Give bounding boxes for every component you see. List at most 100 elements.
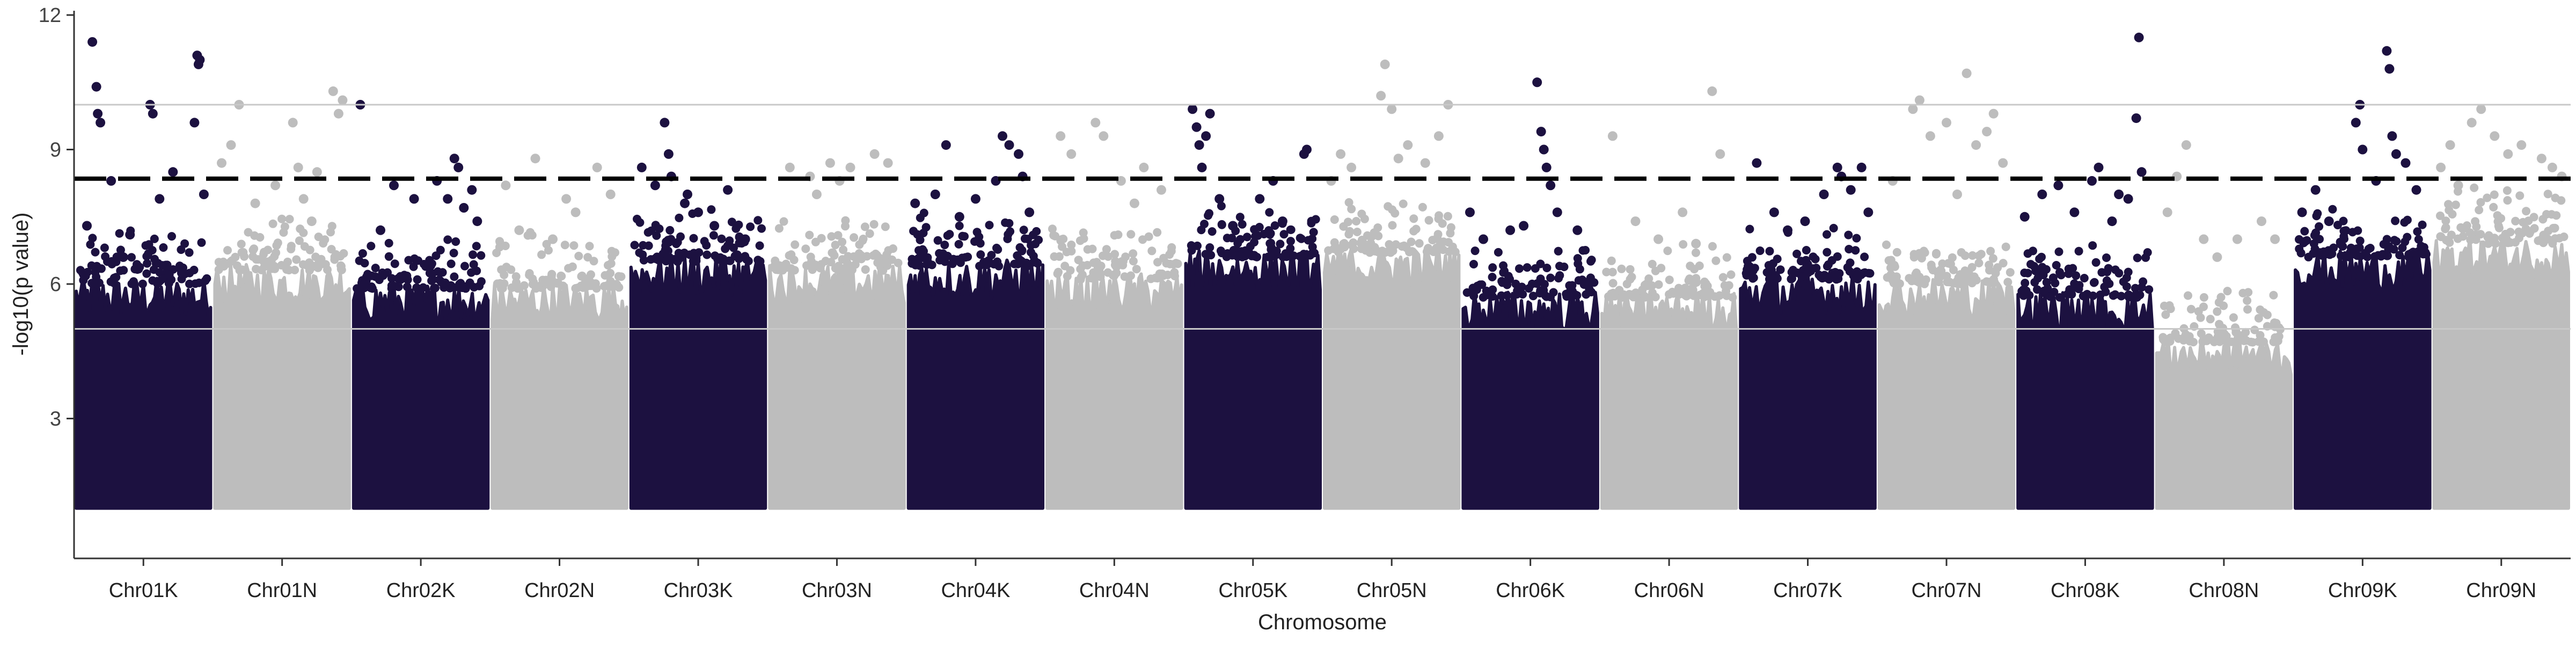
snp-point-Chr07N	[1982, 277, 1991, 286]
snp-point-Chr06K	[1473, 281, 1482, 290]
snp-point-Chr08N	[2216, 293, 2226, 302]
snp-point-Chr05K	[1187, 241, 1196, 250]
snp-point-Chr09K	[2337, 251, 2346, 260]
snp-point-Chr05K	[1260, 230, 1269, 238]
snp-point-Chr06N	[1648, 259, 1657, 268]
top-snp-point-Chr04K	[910, 198, 920, 208]
snp-point-Chr07N	[1931, 250, 1941, 259]
snp-point-Chr02K	[443, 235, 452, 244]
snp-point-Chr05N	[1433, 230, 1443, 239]
snp-point-Chr09N	[2494, 223, 2504, 232]
snp-point-Chr07K	[1755, 246, 1765, 255]
snp-point-Chr01N	[248, 252, 258, 261]
snp-point-Chr09K	[2382, 235, 2391, 244]
snp-point-Chr08N	[2199, 302, 2208, 311]
snp-point-Chr03N	[830, 251, 839, 260]
snp-point-Chr03K	[753, 216, 763, 225]
snp-point-Chr03N	[839, 245, 848, 255]
top-snp-point-Chr07N	[1908, 104, 1918, 114]
snp-point-Chr09K	[2403, 232, 2412, 242]
snp-point-Chr05N	[1418, 202, 1427, 212]
snp-point-Chr01K	[87, 279, 97, 288]
snp-point-Chr07N	[1988, 254, 1997, 263]
x-tick-label-Chr03N: Chr03N	[802, 579, 872, 602]
snp-point-Chr09K	[2364, 244, 2373, 253]
snp-point-Chr03K	[665, 255, 675, 264]
data-points-layer	[76, 32, 2568, 347]
top-snp-point-Chr09N	[2547, 162, 2557, 172]
snp-point-Chr05K	[1216, 246, 1225, 256]
top-snp-point-Chr07K	[1856, 162, 1867, 172]
y-tick-label: 6	[50, 273, 61, 296]
snp-point-Chr04K	[1030, 256, 1039, 265]
snp-point-Chr02K	[460, 261, 469, 271]
snp-point-Chr08K	[2064, 269, 2073, 278]
snp-point-Chr05K	[1311, 215, 1320, 224]
snp-point-Chr07N	[1974, 258, 1984, 267]
snp-point-Chr03N	[774, 224, 784, 233]
snp-point-Chr03N	[802, 261, 811, 270]
top-snp-point-Chr06N	[1653, 234, 1664, 244]
snp-point-Chr09N	[2549, 223, 2558, 232]
snp-point-Chr08K	[2046, 292, 2055, 301]
snp-point-Chr07N	[1943, 278, 1952, 287]
snp-point-Chr01K	[130, 265, 140, 274]
snp-point-Chr04N	[1067, 241, 1076, 249]
reference-lines-layer	[74, 104, 2571, 330]
snp-point-Chr04K	[1001, 218, 1010, 227]
snp-point-Chr03K	[744, 257, 753, 266]
snp-point-Chr04N	[1144, 232, 1153, 241]
snp-point-Chr09N	[2503, 196, 2512, 205]
top-snp-point-Chr09N	[2436, 162, 2446, 172]
snp-point-Chr02N	[574, 251, 583, 260]
snp-point-Chr01N	[339, 249, 348, 258]
top-snp-point-Chr04N	[1056, 131, 1066, 141]
snp-point-Chr05K	[1304, 236, 1313, 245]
snp-point-Chr09K	[2384, 245, 2393, 254]
snp-point-Chr06K	[1488, 285, 1497, 294]
top-snp-point-Chr07K	[1832, 162, 1842, 172]
snp-point-Chr03N	[831, 241, 840, 250]
snp-point-Chr08K	[2070, 279, 2079, 288]
top-snp-point-Chr08K	[2019, 212, 2030, 222]
snp-point-Chr02K	[431, 251, 441, 260]
snp-point-Chr07K	[1852, 234, 1861, 243]
snp-point-Chr09N	[2542, 210, 2551, 219]
top-snp-point-Chr05N	[1393, 154, 1403, 164]
snp-point-Chr04N	[1083, 245, 1092, 254]
top-snp-point-Chr05N	[1346, 162, 1357, 172]
top-snp-point-Chr05K	[1194, 140, 1204, 150]
snp-point-Chr03N	[801, 244, 810, 253]
snp-point-Chr07K	[1773, 274, 1782, 283]
snp-point-Chr02N	[611, 248, 619, 257]
snp-point-Chr07N	[1977, 250, 1986, 259]
top-snp-point-Chr06K	[1505, 225, 1516, 235]
snp-point-Chr06K	[1494, 248, 1503, 257]
snp-point-Chr01N	[248, 245, 258, 255]
snp-point-Chr01K	[91, 248, 100, 257]
snp-point-Chr01K	[159, 243, 168, 252]
snp-point-Chr06K	[1542, 264, 1552, 272]
snp-point-Chr08N	[2229, 313, 2238, 322]
snp-point-Chr02N	[537, 250, 546, 259]
snp-point-Chr07K	[1765, 246, 1774, 256]
snp-point-Chr09N	[2470, 183, 2479, 192]
snp-point-Chr06K	[1503, 291, 1511, 300]
snp-point-Chr02K	[447, 259, 456, 268]
snp-point-Chr06K	[1562, 292, 1571, 301]
snp-point-Chr03K	[731, 224, 741, 233]
snp-point-Chr07K	[1768, 259, 1777, 268]
snp-point-Chr05K	[1232, 251, 1241, 260]
top-snp-point-Chr07K	[1752, 158, 1762, 168]
top-snp-point-Chr03N	[811, 190, 822, 199]
snp-point-Chr05N	[1384, 202, 1393, 211]
snp-point-Chr06K	[1497, 277, 1506, 286]
top-snp-point-Chr02N	[592, 162, 602, 172]
snp-point-Chr04K	[1031, 239, 1040, 249]
snp-point-Chr03K	[667, 235, 676, 244]
chromosome-bulk-Chr08K	[2016, 290, 2154, 510]
snp-point-Chr05N	[1446, 223, 1455, 232]
snp-point-Chr06K	[1581, 246, 1590, 255]
x-tick-label-Chr08N: Chr08N	[2189, 579, 2259, 602]
